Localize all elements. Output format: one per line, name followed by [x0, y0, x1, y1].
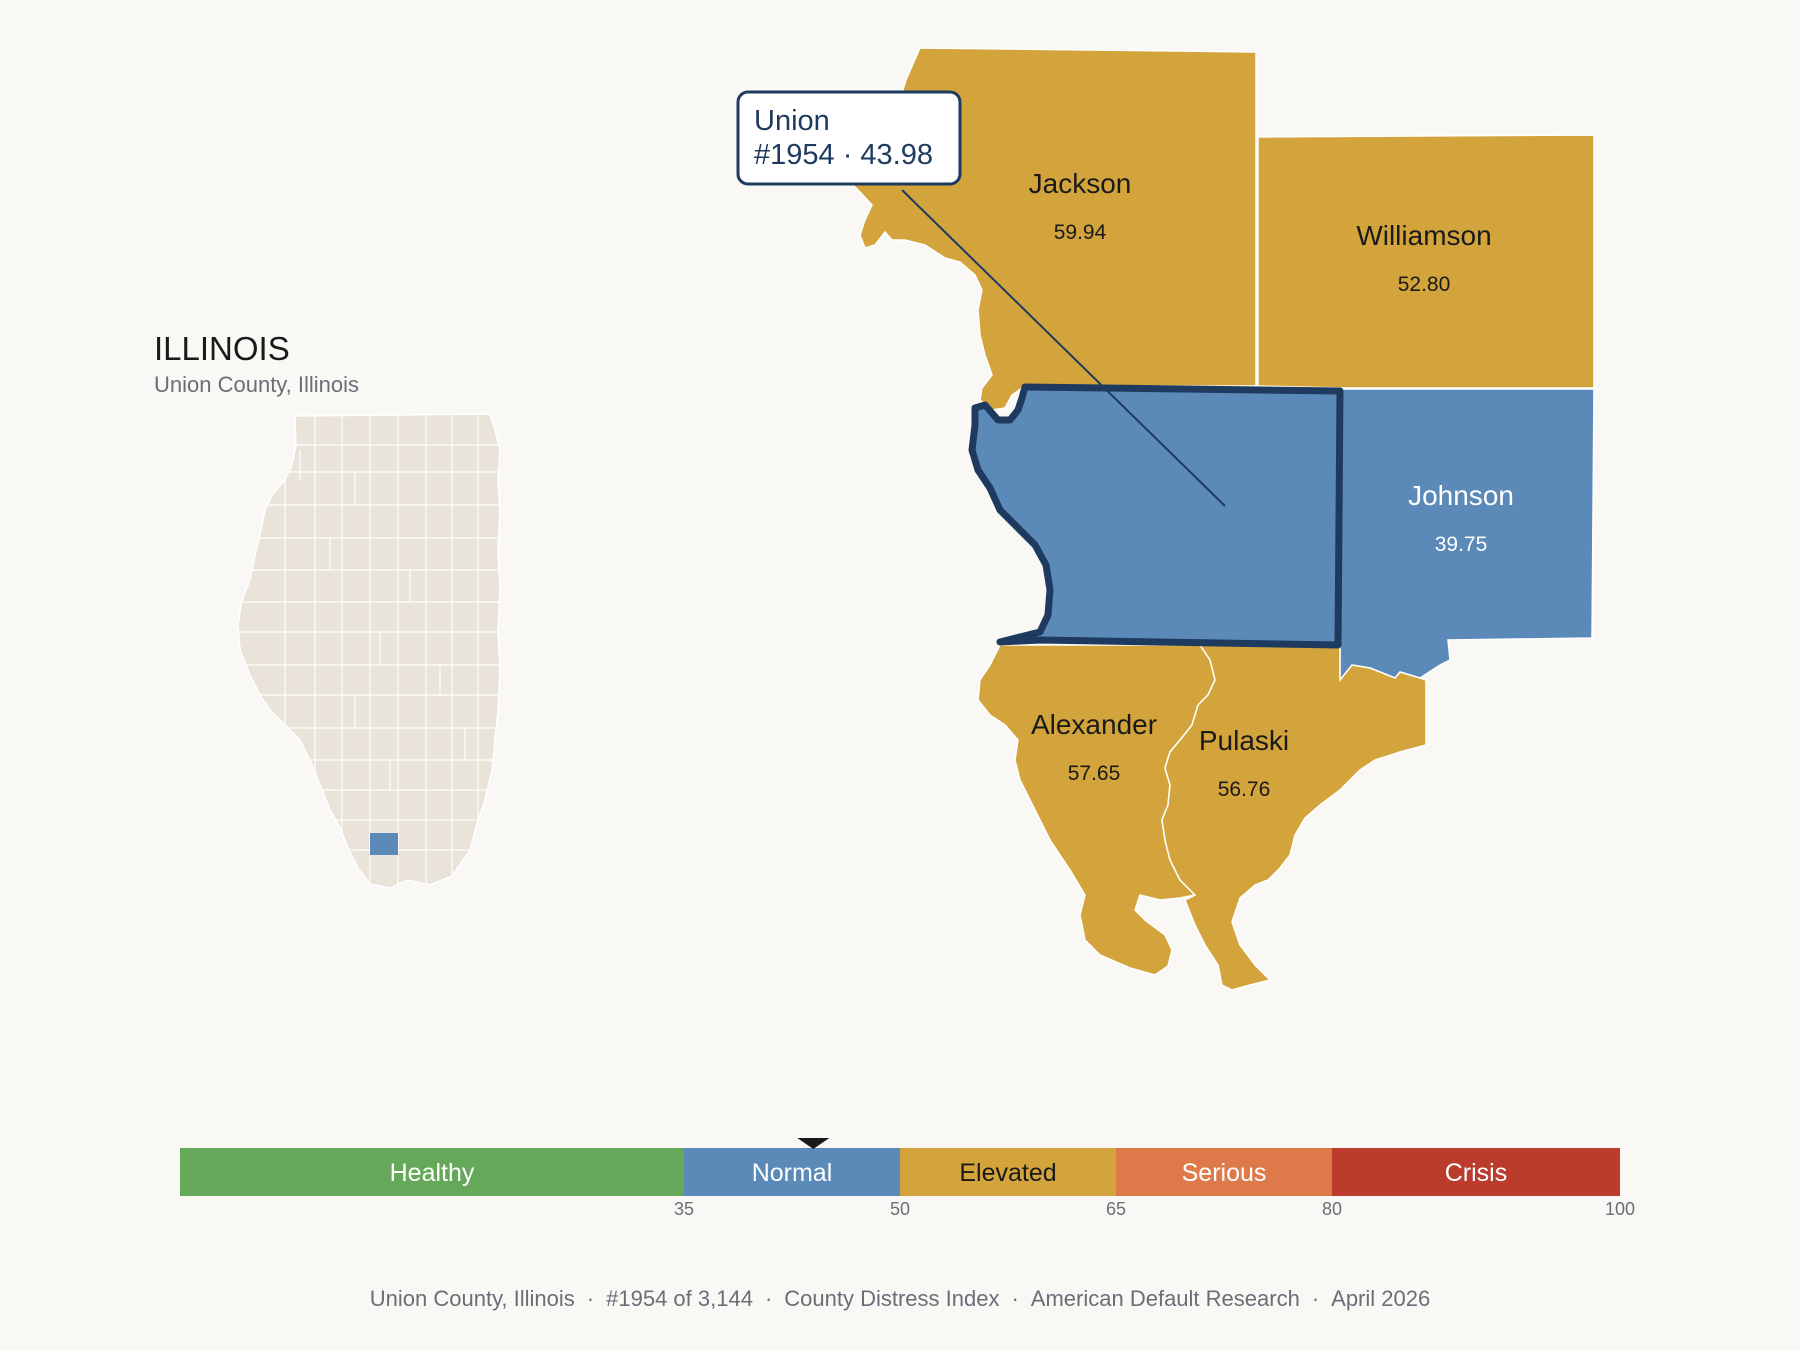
county-label-pulaski: Pulaski	[1199, 725, 1289, 756]
scale-label-elevated: Elevated	[959, 1159, 1056, 1187]
footer-rank: #1954 of 3,144	[606, 1286, 753, 1311]
county-label-johnson: Johnson	[1408, 480, 1514, 511]
county-label-williamson: Williamson	[1356, 220, 1491, 251]
callout-detail: #1954 · 43.98	[754, 139, 933, 171]
county-value-alexander: 57.65	[1068, 762, 1121, 785]
scale-label-crisis: Crisis	[1445, 1159, 1508, 1187]
scale-label-healthy: Healthy	[390, 1159, 475, 1187]
state-title: ILLINOIS	[154, 330, 290, 367]
illinois-locator-map	[237, 413, 501, 889]
scale-tick-label: 65	[1106, 1199, 1126, 1219]
footer-date: April 2026	[1331, 1286, 1431, 1311]
scale-label-normal: Normal	[752, 1159, 833, 1187]
scale-segment-elevated	[900, 1148, 1116, 1196]
footer-source: American Default Research	[1030, 1286, 1300, 1311]
county-value-williamson: 52.80	[1398, 273, 1451, 296]
scale-tick-label: 100	[1605, 1199, 1635, 1219]
county-label-alexander: Alexander	[1031, 709, 1157, 740]
county-value-jackson: 59.94	[1054, 221, 1107, 244]
scale-tick-label: 35	[674, 1199, 694, 1219]
county-williamson[interactable]	[1257, 134, 1595, 389]
county-value-johnson: 39.75	[1435, 533, 1488, 556]
callout-box	[736, 90, 962, 186]
footer-location: Union County, Illinois	[369, 1286, 575, 1311]
callout-leader-line	[901, 189, 1226, 507]
scale-tick-label: 80	[1322, 1199, 1342, 1219]
state-subtitle: Union County, Illinois	[154, 372, 360, 397]
footer-separator: ·	[586, 1286, 595, 1311]
footer-separator: ·	[1011, 1286, 1019, 1311]
scale-tick-label: 50	[890, 1199, 910, 1219]
footer: Union County, Illinois · #1954 of 3,144 · Co…	[0, 1286, 1800, 1312]
scale-segment-crisis	[1332, 1148, 1620, 1196]
scale-marker-icon	[797, 1138, 830, 1149]
scale-segment-normal	[684, 1148, 900, 1196]
county-map: Jackson 59.94 Williamson 52.80 Johnson 39.75 A…	[849, 47, 1595, 991]
scale-segment-healthy	[180, 1148, 684, 1196]
county-pulaski[interactable]	[1161, 644, 1427, 991]
inset-state-shape	[237, 413, 501, 889]
county-label-jackson: Jackson	[1029, 168, 1132, 199]
callout-name: Union	[754, 105, 830, 137]
footer-separator: ·	[1311, 1286, 1320, 1311]
footer-index: County Distress Index	[784, 1286, 1000, 1311]
scale-segment-serious	[1116, 1148, 1332, 1196]
footer-separator: ·	[764, 1286, 773, 1311]
scale-label-serious: Serious	[1182, 1159, 1267, 1187]
inset-union-county	[370, 833, 398, 855]
county-union[interactable]	[968, 383, 1344, 649]
county-value-pulaski: 56.76	[1218, 778, 1271, 801]
